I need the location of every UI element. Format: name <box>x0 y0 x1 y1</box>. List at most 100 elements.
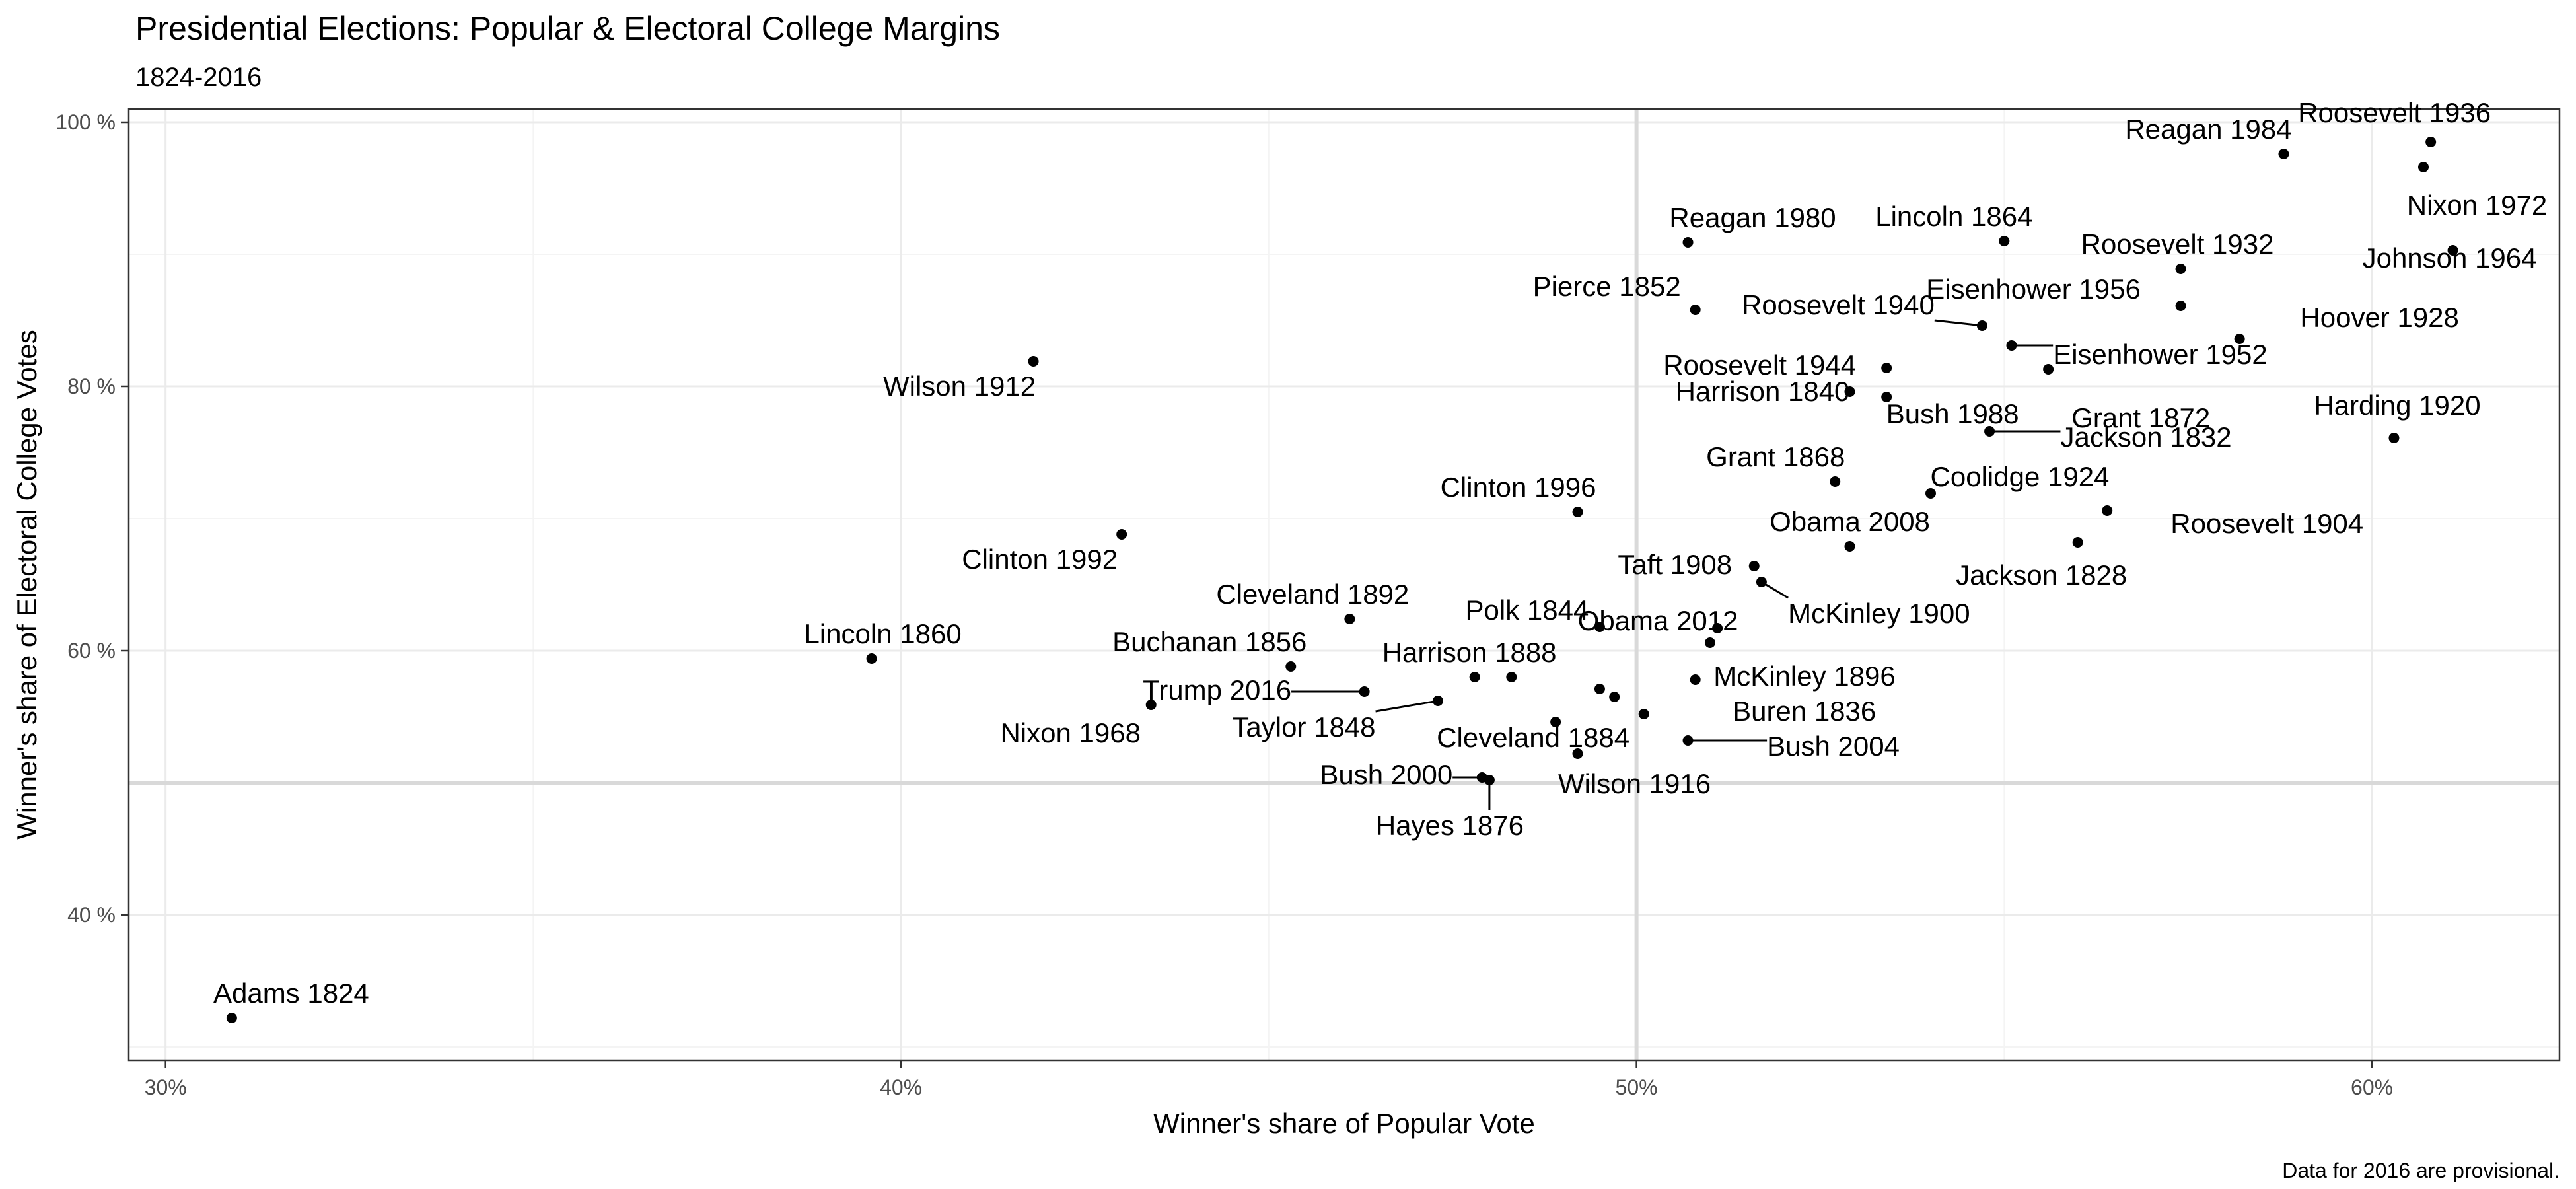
data-point <box>1984 426 1995 437</box>
point-label: Grant 1868 <box>1706 441 1845 472</box>
label-leader-line <box>1934 319 1983 327</box>
point-label: Bush 1988 <box>1886 398 2019 429</box>
data-point <box>226 1013 237 1023</box>
data-point <box>2425 137 2437 147</box>
data-point <box>1756 577 1767 587</box>
point-label: Lincoln 1864 <box>1875 201 2032 232</box>
point-label: Polk 1844 <box>1466 594 1589 626</box>
point-label: Roosevelt 1904 <box>2170 508 2363 539</box>
axes: 30% 40% 50% 60% 40 % 60 % 80 % 100 % <box>55 110 2393 1099</box>
x-tick-label: 60% <box>2351 1075 2393 1099</box>
point-label: Adams 1824 <box>213 978 369 1009</box>
data-point <box>1682 735 1694 746</box>
data-point <box>1999 236 2010 246</box>
point-label: Reagan 1980 <box>1669 202 1836 233</box>
point-label: Clinton 1992 <box>962 544 1118 575</box>
y-tick-label: 80 % <box>67 375 116 398</box>
point-label: Jackson 1828 <box>1956 559 2127 591</box>
y-axis-title: Winner's share of Electoral College Vote… <box>11 330 42 839</box>
data-point <box>1594 622 1605 632</box>
data-point <box>2072 537 2083 548</box>
point-label: Grant 1872 <box>2071 402 2210 433</box>
data-point <box>1594 684 1605 694</box>
point-label: Trump 2016 <box>1143 674 1291 705</box>
data-points <box>226 137 2458 1023</box>
label-leader-line <box>1375 700 1439 713</box>
chart-caption: Data for 2016 are provisional. <box>2282 1159 2559 1182</box>
data-point <box>1469 672 1480 682</box>
data-point <box>1285 661 1297 672</box>
data-point <box>2043 364 2054 375</box>
data-point <box>1506 672 1517 682</box>
data-point <box>1976 320 1987 331</box>
point-label: Cleveland 1892 <box>1216 579 1409 610</box>
data-point <box>2418 162 2429 172</box>
point-label: Roosevelt 1932 <box>2081 229 2274 260</box>
data-point <box>1881 392 1892 402</box>
data-point <box>1925 488 1936 499</box>
reference-lines <box>129 109 2559 1060</box>
data-point <box>2175 264 2186 274</box>
data-point <box>1028 356 1039 367</box>
data-point <box>1572 507 1583 517</box>
point-label: McKinley 1896 <box>1713 661 1895 692</box>
data-point <box>866 653 877 664</box>
point-label: Buren 1836 <box>1733 696 1876 727</box>
data-point <box>1844 541 1855 552</box>
point-label: Roosevelt 1936 <box>2298 97 2491 128</box>
data-point <box>1748 561 1760 571</box>
point-label: Hayes 1876 <box>1376 810 1524 841</box>
data-point <box>2388 433 2400 443</box>
y-tick-label: 40 % <box>67 903 116 927</box>
point-label: Roosevelt 1944 <box>1663 349 1856 380</box>
data-point <box>1344 614 1355 624</box>
point-label: Nixon 1968 <box>1000 717 1140 748</box>
point-label: Obama 2008 <box>1770 506 1930 537</box>
point-label: Clinton 1996 <box>1441 472 1596 503</box>
point-label: Buchanan 1856 <box>1112 626 1306 657</box>
data-point <box>1682 237 1694 248</box>
data-point <box>1830 476 1841 487</box>
y-tick-label: 60 % <box>67 639 116 663</box>
data-point <box>2175 301 2186 311</box>
data-point <box>1881 363 1892 373</box>
point-label: Nixon 1972 <box>2407 190 2547 221</box>
point-label: Eisenhower 1952 <box>2053 339 2268 370</box>
x-tick-label: 40% <box>880 1075 922 1099</box>
data-point <box>1359 686 1370 697</box>
data-point <box>2102 505 2113 516</box>
data-point <box>1432 696 1443 706</box>
data-point <box>1690 305 1701 315</box>
data-point <box>1476 772 1487 783</box>
point-label: Reagan 1984 <box>2125 114 2291 145</box>
plot-panel <box>127 108 2561 1062</box>
point-label: Harrison 1840 <box>1676 376 1850 407</box>
point-label: Harding 1920 <box>2314 390 2480 421</box>
point-label: Eisenhower 1956 <box>1926 273 2141 305</box>
data-point <box>1704 637 1715 648</box>
point-label: Lincoln 1860 <box>804 618 961 649</box>
point-label: McKinley 1900 <box>1788 598 1970 629</box>
point-labels: Adams 1824 Jackson 1828 Jackson 1832 Buren … <box>213 97 2547 1009</box>
point-label: Hoover 1928 <box>2300 302 2459 333</box>
y-tick-label: 100 % <box>55 110 116 134</box>
point-label: Pierce 1852 <box>1533 271 1681 302</box>
data-point <box>1638 709 1649 719</box>
point-label: Coolidge 1924 <box>1931 461 2110 492</box>
data-point <box>1145 700 1157 710</box>
chart-title: Presidential Elections: Popular & Electo… <box>135 10 1000 47</box>
data-point <box>1116 529 1127 540</box>
point-label: Bush 2004 <box>1767 731 1900 762</box>
data-point <box>2447 245 2458 256</box>
point-label: Taft 1908 <box>1618 549 1732 580</box>
data-point <box>1609 692 1620 702</box>
data-point <box>1712 623 1723 633</box>
point-label: Wilson 1912 <box>883 371 1036 402</box>
data-point <box>1572 748 1583 759</box>
point-label: Bush 2000 <box>1320 759 1452 790</box>
x-tick-label: 30% <box>145 1075 187 1099</box>
x-tick-label: 50% <box>1616 1075 1658 1099</box>
data-point <box>2278 149 2289 159</box>
point-label: Taylor 1848 <box>1232 711 1375 742</box>
